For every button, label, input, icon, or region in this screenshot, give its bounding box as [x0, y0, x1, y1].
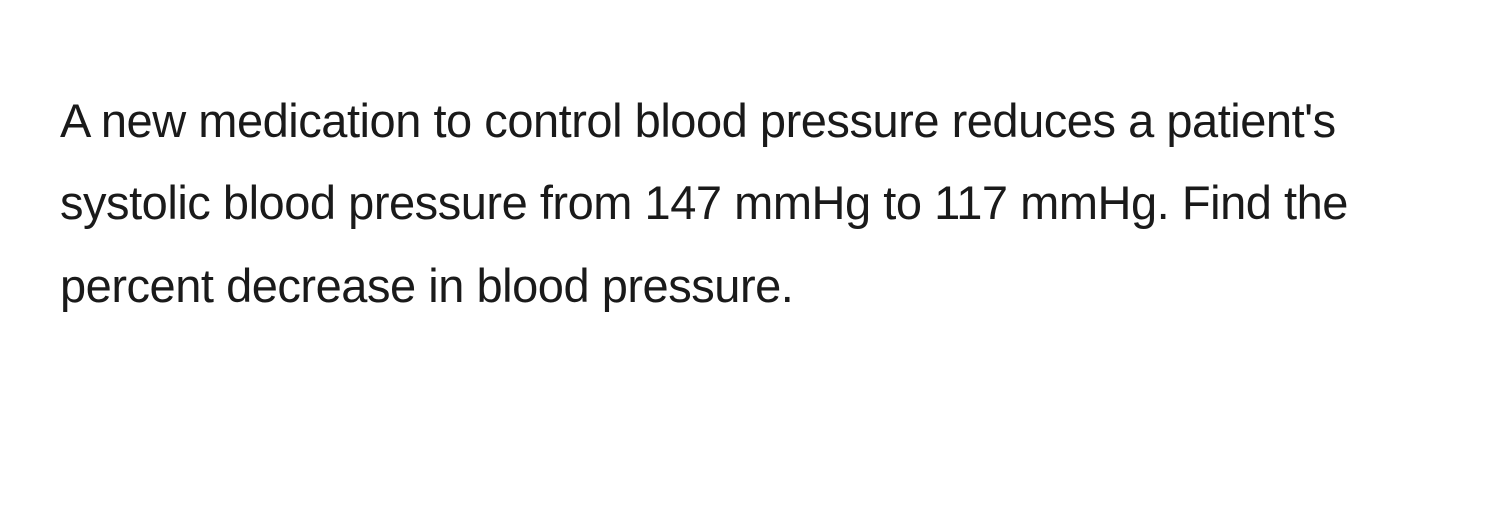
problem-statement: A new medication to control blood pressu…: [60, 80, 1440, 327]
